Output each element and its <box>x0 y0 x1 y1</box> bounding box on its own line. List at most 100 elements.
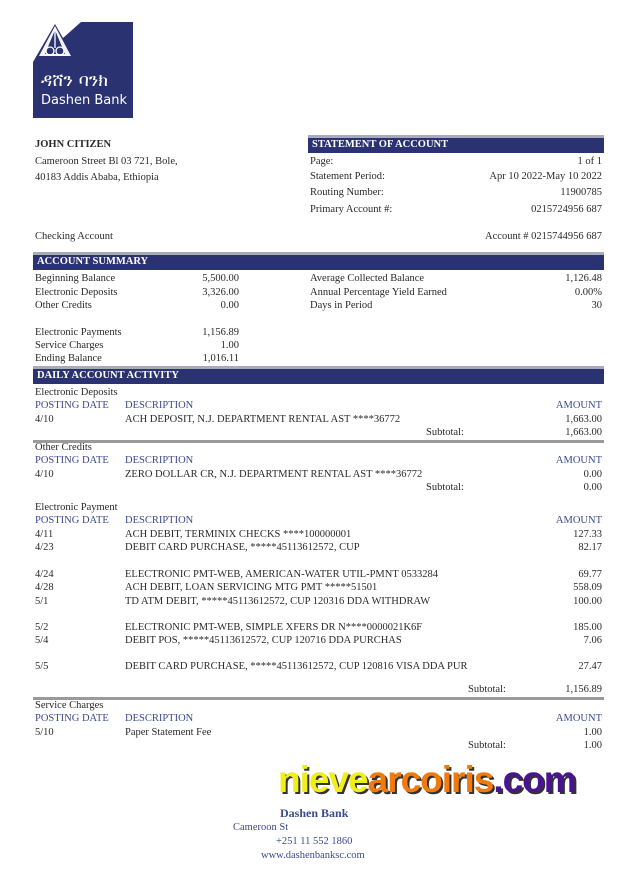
transaction-date: 4/23 <box>35 542 54 553</box>
statement-field-label: Page: <box>310 156 334 167</box>
footer-website[interactable]: www.dashenbanksc.com <box>261 850 365 861</box>
transaction-amount: 558.09 <box>573 582 602 593</box>
column-header-posting-date: POSTING DATE <box>35 515 109 526</box>
footer-address: Cameroon St <box>233 822 289 833</box>
section-divider <box>33 697 604 700</box>
transaction-description: DEBIT CARD PURCHASE, *****45113612572, C… <box>125 542 360 553</box>
daily-activity-header: DAILY ACCOUNT ACTIVITY <box>33 366 604 384</box>
statement-field-value: 11900785 <box>560 187 602 198</box>
account-summary-header: ACCOUNT SUMMARY <box>33 252 604 270</box>
column-header-description: DESCRIPTION <box>125 455 194 466</box>
summary-label: Service Charges <box>35 340 104 351</box>
transaction-description: TD ATM DEBIT, *****45113612572, CUP 1203… <box>125 596 431 607</box>
customer-address-line2: 40183 Addis Ababa, Ethiopia <box>35 172 159 183</box>
summary-value: 30 <box>591 300 603 311</box>
summary-label: Electronic Deposits <box>35 287 118 298</box>
transaction-description: ELECTRONIC PMT-WEB, AMERICAN-WATER UTIL-… <box>125 569 438 580</box>
transaction-date: 5/4 <box>35 635 49 646</box>
section-title: Electronic Payment <box>35 502 118 513</box>
statement-field-label: Primary Account #: <box>310 204 393 215</box>
transaction-description: Paper Statement Fee <box>125 727 212 738</box>
transaction-date: 4/24 <box>35 569 54 580</box>
transaction-amount: 27.47 <box>578 661 602 672</box>
transaction-date: 4/11 <box>35 529 54 540</box>
transaction-amount: 69.77 <box>578 569 602 580</box>
section-title: Service Charges <box>35 700 104 711</box>
summary-label: Electronic Payments <box>35 327 122 338</box>
account-number: Account # 0215744956 687 <box>485 231 602 242</box>
statement-field-value: 1 of 1 <box>577 156 603 167</box>
subtotal-label: Subtotal: <box>426 482 464 493</box>
column-header-amount: AMOUNT <box>555 515 602 526</box>
summary-label: Beginning Balance <box>35 273 116 284</box>
summary-value: 1,126.48 <box>565 273 602 284</box>
subtotal-value: 1,663.00 <box>565 427 602 438</box>
transaction-amount: 127.33 <box>573 529 602 540</box>
column-header-posting-date: POSTING DATE <box>35 400 109 411</box>
summary-value: 1.00 <box>220 340 239 351</box>
customer-name: JOHN CITIZEN <box>35 139 112 150</box>
transaction-date: 4/28 <box>35 582 54 593</box>
column-header-description: DESCRIPTION <box>125 713 194 724</box>
transaction-amount: 1.00 <box>583 727 602 738</box>
summary-value: 1,156.89 <box>202 327 239 338</box>
column-header-amount: AMOUNT <box>555 400 602 411</box>
transaction-date: 4/10 <box>35 414 54 425</box>
statement-field-value: 0215724956 687 <box>531 204 602 215</box>
statement-field-label: Routing Number: <box>310 187 384 198</box>
transaction-description: ZERO DOLLAR CR, N.J. DEPARTMENT RENTAL A… <box>125 469 423 480</box>
column-header-amount: AMOUNT <box>555 455 602 466</box>
section-title: Electronic Deposits <box>35 387 118 398</box>
summary-label: Other Credits <box>35 300 92 311</box>
watermark: nievearcoiris.com <box>278 759 577 800</box>
column-header-posting-date: POSTING DATE <box>35 713 109 724</box>
transaction-description: ACH DEPOSIT, N.J. DEPARTMENT RENTAL AST … <box>125 414 401 425</box>
transaction-date: 5/2 <box>35 622 49 633</box>
transaction-description: ELECTRONIC PMT-WEB, SIMPLE XFERS DR N***… <box>125 622 423 633</box>
summary-label: Annual Percentage Yield Earned <box>310 287 447 298</box>
summary-value: 1,016.11 <box>202 353 239 364</box>
summary-label: Ending Balance <box>35 353 102 364</box>
subtotal-value: 1.00 <box>583 740 602 751</box>
customer-address-line1: Cameroon Street Bl 03 721, Bole, <box>35 156 178 167</box>
subtotal-label: Subtotal: <box>426 427 464 438</box>
footer-phone: +251 11 552 1860 <box>276 836 353 847</box>
transaction-date: 5/10 <box>35 727 54 738</box>
transaction-description: ACH DEBIT, TERMINIX CHECKS ****100000001 <box>125 529 352 540</box>
subtotal-value: 1,156.89 <box>565 684 602 695</box>
transaction-amount: 100.00 <box>573 596 602 607</box>
section-title: Other Credits <box>35 442 92 453</box>
section-divider <box>33 440 604 443</box>
transaction-description: DEBIT CARD PURCHASE, *****45113612572, C… <box>125 661 468 672</box>
column-header-description: DESCRIPTION <box>125 400 194 411</box>
subtotal-label: Subtotal: <box>468 684 506 695</box>
statement-title: STATEMENT OF ACCOUNT <box>308 135 604 153</box>
statement-field-label: Statement Period: <box>310 171 385 182</box>
dashen-bank-logo: ዳሸን ባንክ Dashen Bank <box>33 22 133 118</box>
column-header-amount: AMOUNT <box>555 713 602 724</box>
svg-text:ዳሸን ባንክ: ዳሸን ባንክ <box>41 70 108 91</box>
summary-label: Days in Period <box>310 300 373 311</box>
transaction-amount: 7.06 <box>583 635 602 646</box>
summary-value: 5,500.00 <box>202 273 239 284</box>
summary-label: Average Collected Balance <box>310 273 425 284</box>
transaction-description: DEBIT POS, *****45113612572, CUP 120716 … <box>125 635 402 646</box>
transaction-amount: 1,663.00 <box>565 414 602 425</box>
footer-bank-name: Dashen Bank <box>280 806 349 820</box>
transaction-amount: 185.00 <box>573 622 602 633</box>
transaction-date: 5/1 <box>35 596 49 607</box>
summary-value: 0.00 <box>220 300 239 311</box>
summary-value: 0.00% <box>574 287 602 298</box>
transaction-amount: 0.00 <box>583 469 602 480</box>
subtotal-value: 0.00 <box>583 482 602 493</box>
subtotal-label: Subtotal: <box>468 740 506 751</box>
transaction-date: 4/10 <box>35 469 54 480</box>
transaction-description: ACH DEBIT, LOAN SERVICING MTG PMT *****5… <box>125 582 378 593</box>
transaction-date: 5/5 <box>35 661 49 672</box>
statement-field-value: Apr 10 2022-May 10 2022 <box>489 171 602 182</box>
column-header-posting-date: POSTING DATE <box>35 455 109 466</box>
transaction-amount: 82.17 <box>578 542 602 553</box>
account-type: Checking Account <box>35 231 113 242</box>
summary-value: 3,326.00 <box>202 287 239 298</box>
